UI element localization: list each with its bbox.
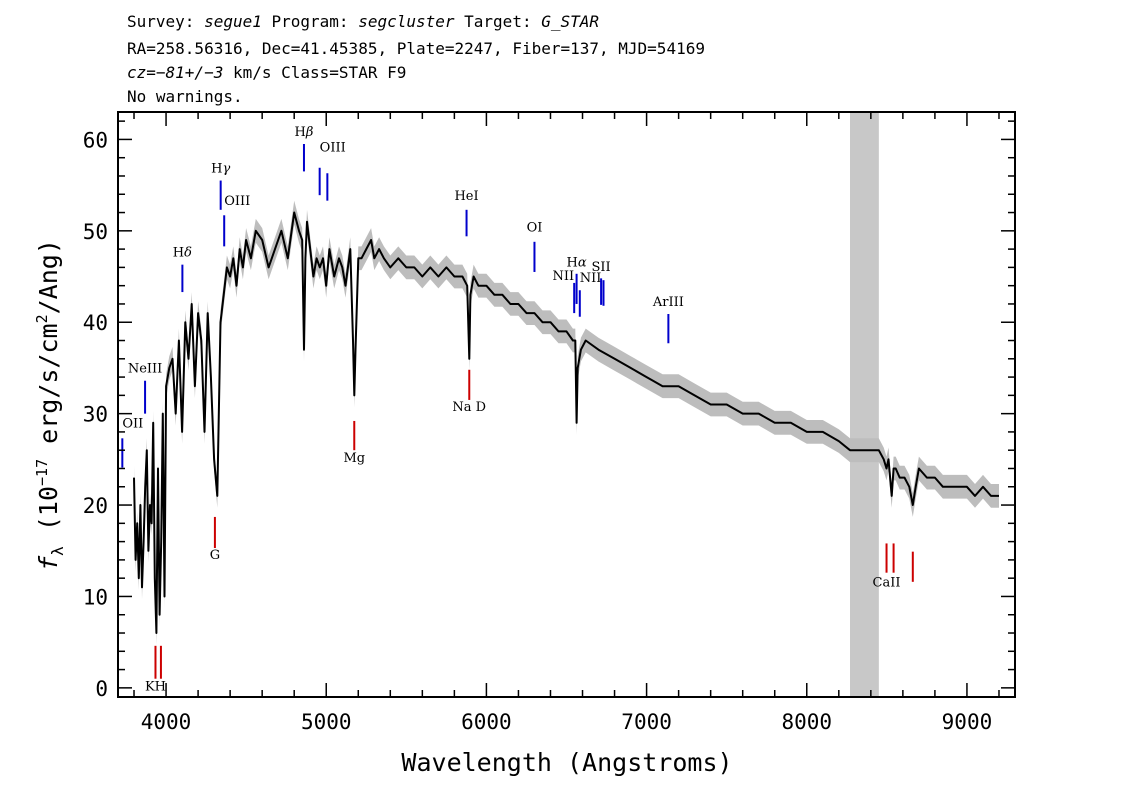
- y-tick-label: 0: [95, 677, 108, 701]
- flux-line: [133, 211, 999, 634]
- x-tick-label: 9000: [942, 710, 993, 734]
- absorption-line-label: CaII: [873, 575, 901, 590]
- emission-line-label: HeI: [454, 189, 478, 204]
- emission-line-label: OIII: [224, 194, 250, 209]
- balmer-line-label: Hδ: [173, 245, 192, 260]
- emission-line-label: ArIII: [652, 295, 684, 310]
- emission-line-label: SII: [592, 260, 611, 275]
- absorption-line-label: Na D: [452, 400, 486, 415]
- x-tick-label: 4000: [141, 710, 192, 734]
- x-tick-label: 6000: [461, 710, 512, 734]
- y-tick-label: 60: [83, 128, 108, 152]
- emission-line-label: NII: [553, 269, 575, 284]
- header-line-1: Survey: segue1 Program: segcluster Targe…: [127, 12, 599, 31]
- header-line-2: RA=258.56316, Dec=41.45385, Plate=2247, …: [127, 39, 705, 58]
- header-line-3: cz=−81+/−3 km/s Class=STAR F9: [127, 63, 406, 82]
- masked-region: [850, 112, 879, 697]
- absorption-line-label: G: [210, 548, 220, 563]
- absorption-line-label: Mg: [343, 451, 365, 466]
- header-block: Survey: segue1 Program: segcluster Targe…: [127, 12, 705, 106]
- emission-line-label: OI: [527, 221, 543, 236]
- y-tick-label: 20: [83, 494, 108, 518]
- emission-line-label: OII: [122, 416, 143, 431]
- y-tick-label: 40: [83, 311, 108, 335]
- emission-line-label: NII: [580, 271, 602, 286]
- y-tick-label: 50: [83, 220, 108, 244]
- x-tick-label: 7000: [621, 710, 672, 734]
- y-axis-label: fλ (10−17 erg/s/cm2/Ang): [33, 239, 67, 571]
- error-band: [134, 200, 999, 645]
- plot-frame: [117, 111, 1016, 698]
- y-tick-label: 30: [83, 403, 108, 427]
- x-tick-label: 8000: [781, 710, 832, 734]
- emission-line-label: NeIII: [128, 362, 162, 377]
- x-tick-label: 5000: [301, 710, 352, 734]
- balmer-line-label: Hα: [567, 255, 587, 270]
- x-axis-label: Wavelength (Angstroms): [401, 748, 732, 777]
- header-line-4: No warnings.: [127, 87, 243, 106]
- balmer-line-label: Hγ: [211, 161, 230, 176]
- absorption-line-label: KH: [145, 680, 166, 695]
- y-tick-label: 10: [83, 585, 108, 609]
- balmer-line-label: Hβ: [295, 125, 314, 140]
- emission-line-label: OIII: [320, 140, 346, 155]
